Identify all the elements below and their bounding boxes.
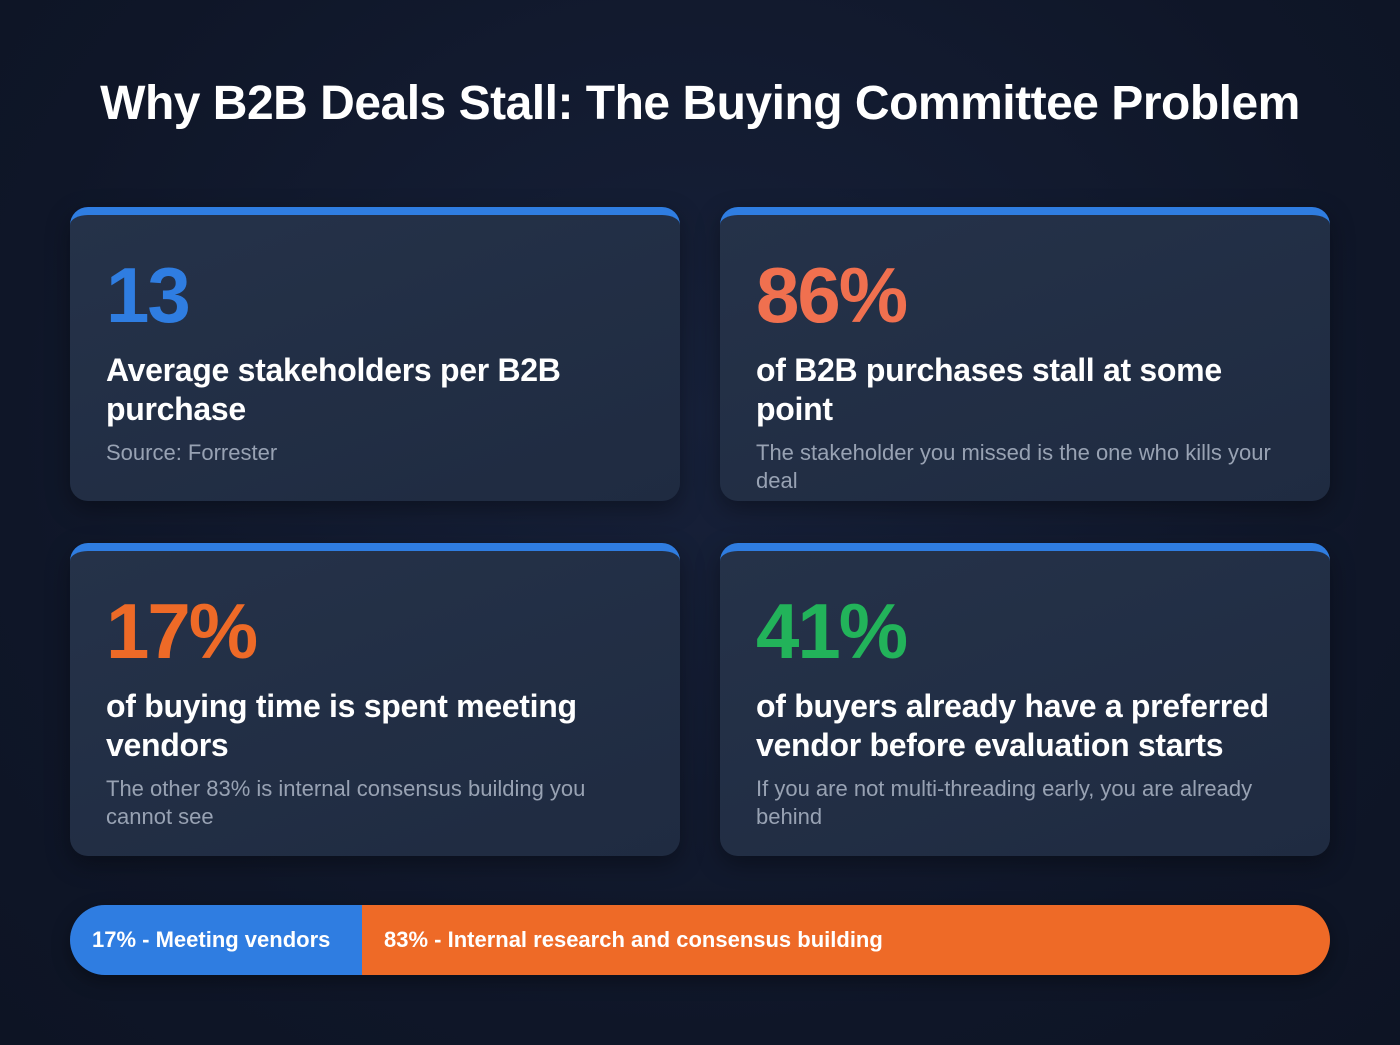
- stat-source: Source: Forrester: [106, 440, 278, 465]
- time-split-bar: 17% - Meeting vendors 83% - Internal res…: [70, 905, 1330, 975]
- stat-heading: Average stakeholders per B2B purchase: [106, 352, 561, 427]
- segment-internal-consensus: 83% - Internal research and consensus bu…: [362, 905, 1330, 975]
- stat-value: 41%: [756, 587, 908, 675]
- stat-heading: of buying time is spent meeting vendors: [106, 688, 577, 763]
- stat-card-vendor-time: 17% of buying time is spent meeting vend…: [70, 543, 680, 856]
- stat-value: 86%: [756, 251, 908, 339]
- stat-note: The stakeholder you missed is the one wh…: [756, 440, 1271, 493]
- stat-value: 17%: [106, 587, 258, 675]
- stat-card-stakeholders: 13 Average stakeholders per B2B purchase…: [70, 207, 680, 501]
- stat-card-preferred-vendor: 41% of buyers already have a preferred v…: [720, 543, 1330, 856]
- stat-heading: of buyers already have a preferred vendo…: [756, 688, 1269, 763]
- stat-note: If you are not multi-threading early, yo…: [756, 776, 1253, 829]
- segment-meeting-vendors: 17% - Meeting vendors: [70, 905, 362, 975]
- stat-value: 13: [106, 251, 191, 339]
- stat-note: The other 83% is internal consensus buil…: [106, 776, 586, 829]
- page-title: Why B2B Deals Stall: The Buying Committe…: [100, 77, 1300, 130]
- stat-heading: of B2B purchases stall at some point: [756, 352, 1222, 427]
- stat-card-stall-rate: 86% of B2B purchases stall at some point…: [720, 207, 1330, 501]
